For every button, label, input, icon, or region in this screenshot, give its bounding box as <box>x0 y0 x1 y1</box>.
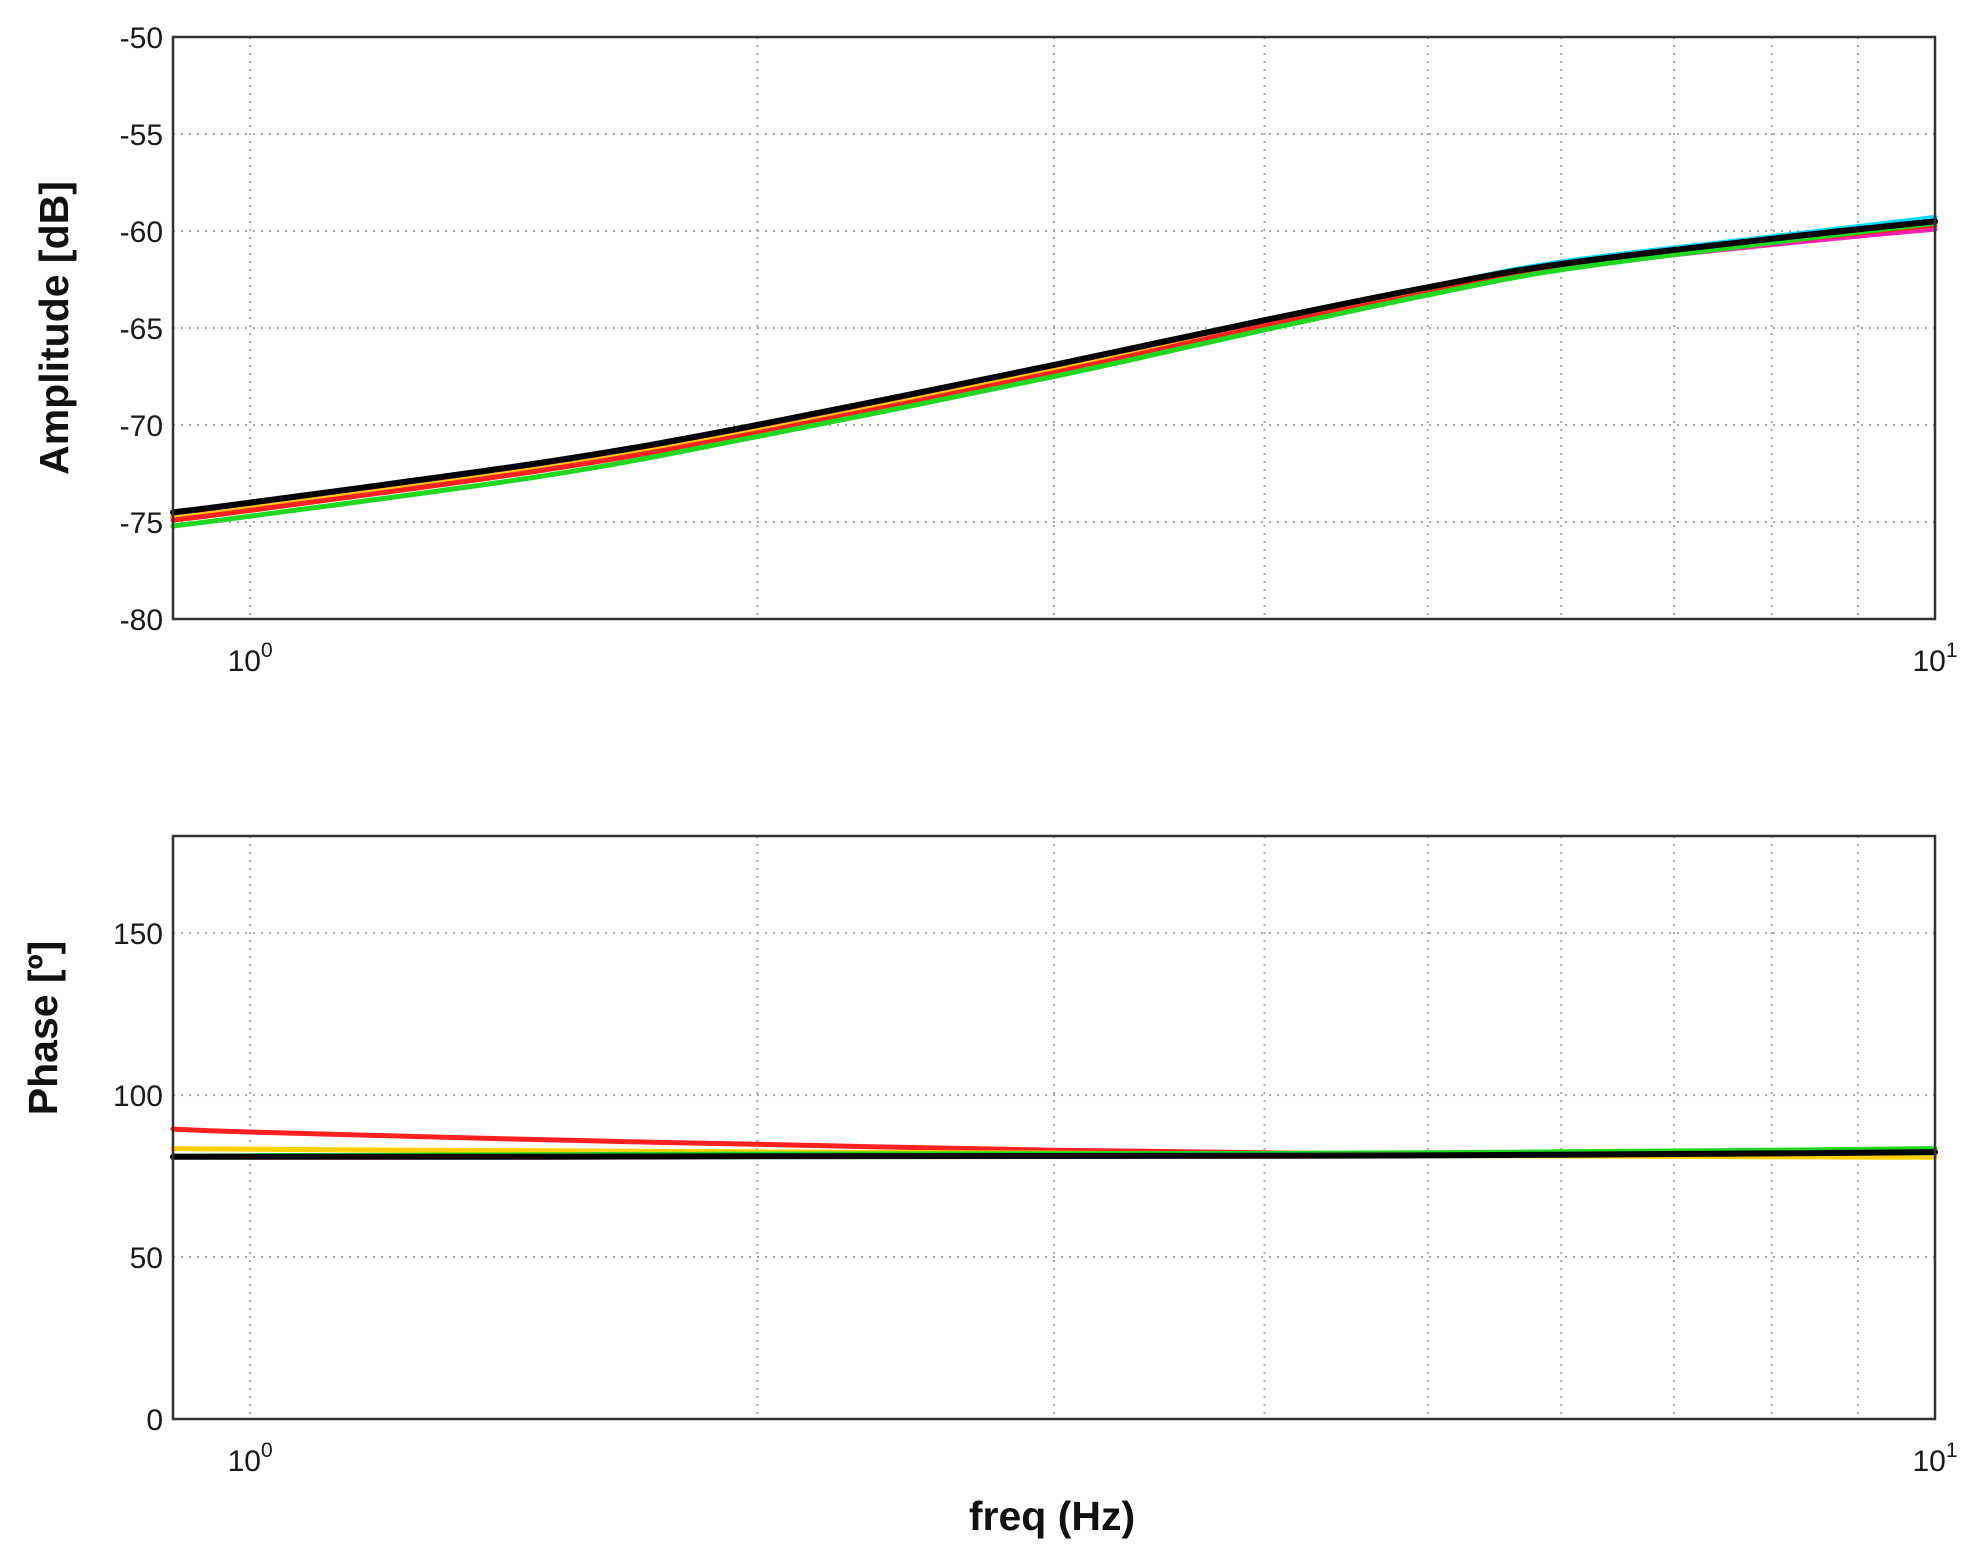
amplitude-y-ticks: -50 -55 -60 -65 -70 -75 -80 <box>120 22 163 637</box>
amplitude-y-tick-label: -75 <box>120 507 163 540</box>
amplitude-y-tick-label: -55 <box>120 119 163 152</box>
phase-y-axis-label: Phase [º] <box>20 941 66 1115</box>
amplitude-y-tick-label: -70 <box>120 410 163 443</box>
phase-y-ticks: 150 100 50 0 <box>113 918 163 1437</box>
amplitude-y-tick-label: -65 <box>120 313 163 346</box>
phase-y-tick-label: 150 <box>113 918 163 951</box>
phase-x-ticks: 100 101 <box>228 1439 1958 1478</box>
amplitude-y-axis-label: Amplitude [dB] <box>31 181 77 475</box>
phase-series-line-3 <box>170 1149 1938 1160</box>
phase-panel: 150 100 50 0 100 101 Phase [º] <box>20 834 1958 1478</box>
x-axis-label: freq (Hz) <box>969 1493 1135 1539</box>
amplitude-y-tick-label: -50 <box>120 22 163 55</box>
amplitude-plot-frame <box>171 35 1937 621</box>
amplitude-x-tick-label: 100 <box>228 639 273 678</box>
phase-y-tick-label: 100 <box>113 1080 163 1113</box>
amplitude-grid <box>173 37 1935 619</box>
amplitude-x-tick-label: 101 <box>1912 639 1957 678</box>
amplitude-panel: -50 -55 -60 -65 -70 -75 -80 100 101 Amplitude [… <box>31 22 1958 678</box>
phase-plot-frame <box>171 834 1937 1421</box>
amplitude-series <box>170 214 1938 529</box>
phase-x-tick-label: 101 <box>1912 1439 1957 1478</box>
amplitude-x-ticks: 100 101 <box>228 639 1958 678</box>
phase-series <box>170 1126 1938 1160</box>
amplitude-y-tick-label: -80 <box>120 604 163 637</box>
phase-y-tick-label: 0 <box>146 1404 163 1437</box>
amplitude-y-tick-label: -60 <box>120 216 163 249</box>
amplitude-series-line-4 <box>170 220 1938 529</box>
amplitude-series-line-5 <box>170 218 1938 516</box>
phase-grid <box>173 836 1935 1419</box>
phase-x-tick-label: 100 <box>228 1439 273 1478</box>
phase-y-tick-label: 50 <box>130 1242 163 1275</box>
